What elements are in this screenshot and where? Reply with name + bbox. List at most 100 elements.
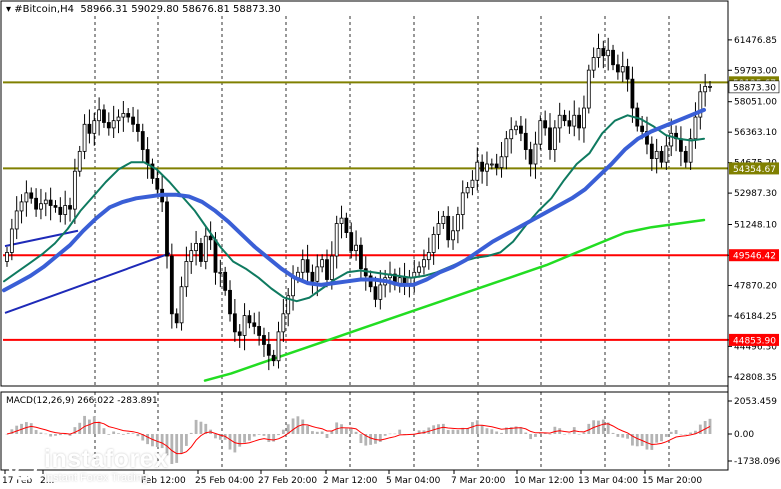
- candle-body: [426, 252, 431, 261]
- candle-body: [218, 271, 223, 274]
- macd-bar: [631, 434, 634, 446]
- macd-bar: [519, 427, 523, 434]
- candle-body: [708, 85, 712, 88]
- time-tick-label: 25 Feb 04:00: [195, 476, 254, 486]
- macd-bar: [475, 420, 479, 434]
- candle-body: [68, 205, 72, 210]
- brand-tagline: Instant Forex Trading: [44, 472, 148, 484]
- candle-body: [514, 125, 518, 131]
- candle-body: [572, 114, 577, 127]
- candle-body: [519, 125, 523, 134]
- macd-bar: [587, 423, 591, 434]
- candle-body: [305, 259, 310, 273]
- macd-bar: [223, 434, 227, 440]
- macd-panel: [5, 415, 712, 464]
- ma-slow-line: [203, 218, 706, 382]
- macd-bar: [504, 427, 508, 434]
- macd-bar: [621, 434, 625, 438]
- macd-bar: [88, 419, 91, 434]
- candle-body: [19, 201, 24, 212]
- candle-body: [586, 69, 591, 109]
- macd-bar: [689, 432, 693, 434]
- macd-bar: [267, 434, 271, 442]
- candle-body: [72, 170, 77, 210]
- macd-bar: [5, 434, 9, 435]
- macd-bar: [553, 426, 557, 434]
- candle-body: [703, 85, 708, 93]
- macd-bar: [427, 427, 431, 434]
- time-tick-label: 15 Mar 20:00: [642, 476, 702, 486]
- macd-bar: [655, 434, 659, 443]
- macd-bar: [698, 424, 702, 434]
- current-price-tag-bg: [728, 80, 780, 94]
- candle-body: [155, 178, 160, 190]
- macd-tick-label: 0.00: [734, 430, 754, 440]
- macd-bar: [281, 429, 285, 434]
- macd-bar: [58, 434, 62, 436]
- candle-body: [552, 127, 557, 150]
- macd-bar: [180, 434, 183, 454]
- candle-body: [649, 143, 654, 159]
- macd-bar: [272, 434, 276, 442]
- candle-body: [136, 123, 140, 132]
- candle-body: [533, 143, 538, 165]
- macd-bar: [204, 423, 208, 434]
- level-tag-bg: [729, 333, 779, 346]
- price-tick-label: 58051.00: [734, 98, 777, 108]
- candle-body: [262, 335, 266, 345]
- macd-bar: [39, 432, 43, 434]
- price-tick-label: 42808.35: [734, 373, 777, 383]
- candle-body: [475, 161, 480, 181]
- candle-body: [480, 161, 485, 172]
- macd-bar: [446, 430, 450, 434]
- candle-body: [315, 266, 320, 282]
- time-tick-label: 13 Mar 04:00: [578, 476, 638, 486]
- current-price-tag-label: 58873.30: [733, 83, 776, 93]
- macd-bar: [15, 425, 19, 434]
- candle-body: [577, 114, 581, 129]
- candle-body: [683, 150, 688, 163]
- macd-bar: [635, 434, 639, 447]
- ohlc-values: 58966.31 59029.80 58676.81 58873.30: [80, 4, 281, 15]
- candle-body: [334, 223, 339, 257]
- macd-bar: [645, 434, 649, 450]
- macd-bar: [102, 428, 106, 434]
- grid-lines: [94, 16, 670, 470]
- candle-body: [24, 192, 29, 203]
- candle-body: [247, 315, 252, 324]
- macd-bar: [165, 434, 169, 456]
- macd-bar: [398, 429, 402, 434]
- level-tag-bg: [729, 249, 779, 262]
- macd-bar: [383, 434, 387, 436]
- candle-body: [126, 113, 131, 118]
- macd-bar: [684, 434, 688, 435]
- macd-bar: [218, 434, 222, 440]
- macd-tick-label: 2053.459: [734, 397, 777, 407]
- candle-body: [688, 138, 693, 163]
- macd-bar: [393, 433, 397, 435]
- candle-body: [5, 252, 9, 262]
- candle-body: [504, 138, 509, 158]
- macd-bar: [330, 430, 334, 434]
- candle-body: [77, 150, 82, 172]
- macd-bar: [335, 422, 339, 434]
- candle-body: [582, 107, 586, 129]
- ma-line: [2, 107, 706, 293]
- macd-bar: [107, 434, 111, 435]
- time-axis-ticks: 17 Feb 2... Feb 12:00 25 Feb 04:00 27 Feb 20…: [2, 470, 702, 486]
- macd-bar: [54, 434, 57, 436]
- support-resistance-levels: [3, 81, 728, 341]
- macd-bar: [359, 434, 363, 444]
- macd-bar: [68, 434, 72, 436]
- macd-bar: [441, 423, 445, 434]
- candle-body: [291, 277, 295, 297]
- macd-bar: [248, 434, 251, 441]
- candle-body: [102, 109, 106, 123]
- macd-bar: [640, 434, 644, 446]
- macd-bar: [582, 432, 586, 434]
- candle-body: [679, 138, 683, 152]
- candle-body: [106, 122, 111, 129]
- brand-name: instaforex: [44, 445, 169, 473]
- candle-body: [281, 313, 286, 333]
